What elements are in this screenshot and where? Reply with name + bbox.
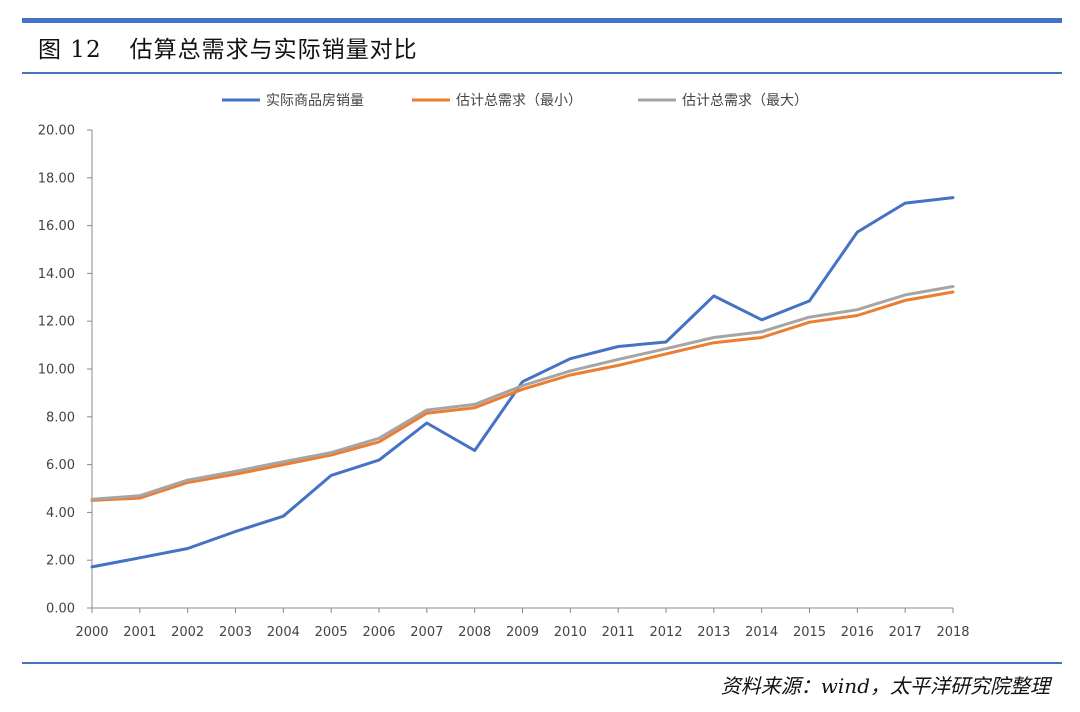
y-tick-label: 0.00: [46, 602, 75, 617]
series-line-2: [90, 290, 955, 502]
x-tick-label: 2005: [315, 625, 348, 640]
x-tick-label: 2013: [697, 625, 730, 640]
x-tick-label: 2000: [75, 625, 108, 640]
x-tick-label: 2008: [458, 625, 491, 640]
x-tick-label: 2007: [410, 625, 443, 640]
series-line-1: [90, 196, 955, 569]
x-tick-label: 2015: [793, 625, 826, 640]
top-rule: [22, 18, 1062, 23]
y-tick-label: 10.00: [38, 363, 75, 378]
y-tick-label: 14.00: [38, 267, 75, 282]
legend-label: 实际商品房销量: [266, 93, 364, 109]
y-tick-label: 20.00: [38, 124, 75, 139]
y-tick-label: 6.00: [46, 458, 75, 473]
x-tick-label: 2014: [745, 625, 778, 640]
x-axis: 2000 2001 2002 2003 2004 2005 2006 2007 2008 2009…: [75, 607, 970, 640]
x-tick-label: 2004: [267, 625, 300, 640]
legend-label: 估计总需求（最小）: [456, 93, 582, 109]
series-line-3: [90, 285, 955, 501]
x-tick-label: 2012: [649, 625, 682, 640]
x-tick-label: 2018: [936, 625, 969, 640]
legend: 实际商品房销量 估计总需求（最小） 估计总需求（最大）: [222, 93, 808, 109]
x-tick-label: 2002: [171, 625, 204, 640]
x-tick-label: 2003: [219, 625, 252, 640]
bottom-rule: [22, 662, 1062, 664]
x-tick-label: 2010: [554, 625, 587, 640]
y-axis: 0.00 2.00 4.00 6.00 8.00 10.00 12.00 14.00 16.00…: [38, 124, 93, 617]
figure-title: 估算总需求与实际销量对比: [129, 37, 418, 63]
legend-label: 估计总需求（最大）: [682, 93, 808, 109]
title-rule: [22, 72, 1062, 74]
x-tick-label: 2009: [506, 625, 539, 640]
x-tick-label: 2017: [889, 625, 922, 640]
source-note: 资料来源：wind，太平洋研究院整理: [720, 674, 1050, 698]
y-tick-label: 12.00: [38, 315, 75, 330]
x-tick-label: 2011: [602, 625, 635, 640]
y-tick-label: 2.00: [46, 554, 75, 569]
x-tick-label: 2001: [123, 625, 156, 640]
y-tick-label: 16.00: [38, 219, 75, 234]
y-tick-label: 8.00: [46, 410, 75, 425]
figure-title-block: 图 12 估算总需求与实际销量对比: [38, 30, 418, 64]
x-tick-label: 2016: [841, 625, 874, 640]
x-tick-label: 2006: [362, 625, 395, 640]
y-tick-label: 4.00: [46, 506, 75, 521]
figure-number: 图 12: [38, 37, 102, 63]
y-tick-label: 18.00: [38, 171, 75, 186]
series-lines: [90, 196, 955, 569]
